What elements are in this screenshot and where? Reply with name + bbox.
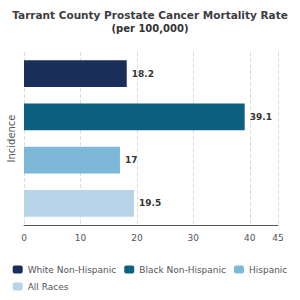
- svg-text:0: 0: [21, 233, 27, 243]
- svg-text:45: 45: [272, 233, 283, 243]
- svg-text:39.1: 39.1: [250, 112, 272, 122]
- svg-text:Black Non-Hispanic: Black Non-Hispanic: [139, 265, 226, 275]
- svg-text:17: 17: [125, 155, 138, 165]
- svg-text:Incidence: Incidence: [6, 114, 17, 162]
- svg-text:19.5: 19.5: [139, 198, 161, 208]
- svg-text:White Non-Hispanic: White Non-Hispanic: [28, 265, 117, 275]
- svg-text:20: 20: [131, 233, 143, 243]
- svg-text:30: 30: [188, 233, 200, 243]
- svg-text:Hispanic: Hispanic: [249, 265, 287, 275]
- svg-text:Tarrant County Prostate Cancer: Tarrant County Prostate Cancer Mortality…: [12, 9, 288, 21]
- svg-text:18.2: 18.2: [132, 69, 154, 79]
- svg-text:10: 10: [75, 233, 87, 243]
- svg-text:(per 100,000): (per 100,000): [111, 23, 188, 34]
- svg-text:40: 40: [244, 233, 256, 243]
- svg-text:All Races: All Races: [28, 282, 69, 292]
